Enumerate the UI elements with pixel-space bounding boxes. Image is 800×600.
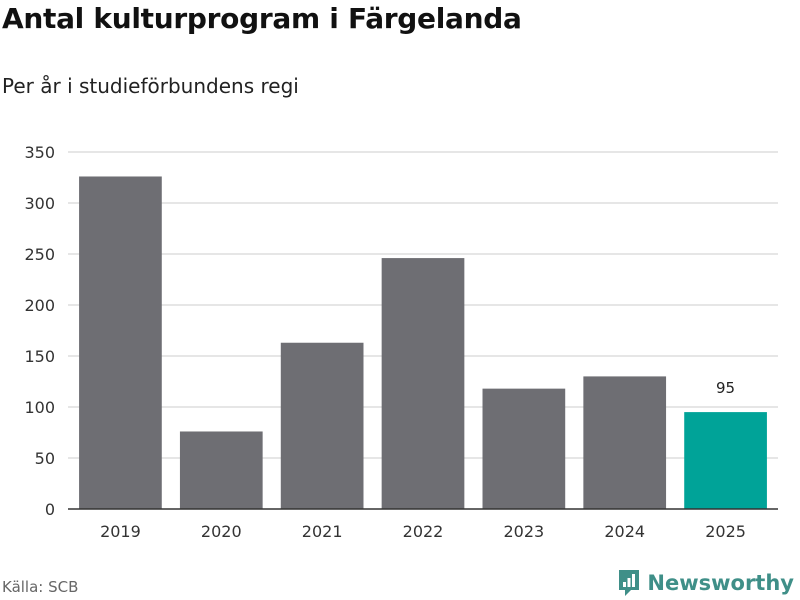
bar bbox=[79, 176, 162, 510]
chart-subtitle: Per år i studieförbundens regi bbox=[2, 74, 299, 98]
brand-name: Newsworthy bbox=[647, 571, 794, 595]
x-tick-label: 2019 bbox=[100, 522, 141, 541]
x-tick-label: 2022 bbox=[403, 522, 444, 541]
bar bbox=[381, 258, 465, 509]
y-tick-label: 300 bbox=[24, 194, 55, 213]
bar bbox=[179, 431, 263, 509]
brand-logo: Newsworthy bbox=[617, 568, 794, 598]
newsworthy-logo-icon bbox=[619, 570, 640, 596]
source-note: Källa: SCB bbox=[2, 578, 79, 596]
x-tick-label: 2023 bbox=[503, 522, 544, 541]
x-tick-label: 2020 bbox=[201, 522, 242, 541]
bar bbox=[280, 342, 364, 509]
y-tick-label: 200 bbox=[24, 296, 55, 315]
y-tick-label: 0 bbox=[45, 500, 55, 519]
bar bbox=[684, 412, 767, 509]
x-tick-label: 2025 bbox=[705, 522, 746, 541]
y-tick-label: 100 bbox=[24, 398, 55, 417]
data-label: 95 bbox=[716, 379, 735, 397]
y-tick-label: 50 bbox=[35, 449, 55, 468]
chart-title: Antal kulturprogram i Färgelanda bbox=[2, 2, 522, 35]
x-tick-label: 2024 bbox=[604, 522, 645, 541]
y-tick-label: 350 bbox=[24, 143, 55, 162]
y-tick-label: 250 bbox=[24, 245, 55, 264]
x-tick-label: 2021 bbox=[302, 522, 343, 541]
bar bbox=[482, 388, 566, 509]
bar bbox=[583, 376, 667, 509]
y-tick-label: 150 bbox=[24, 347, 55, 366]
